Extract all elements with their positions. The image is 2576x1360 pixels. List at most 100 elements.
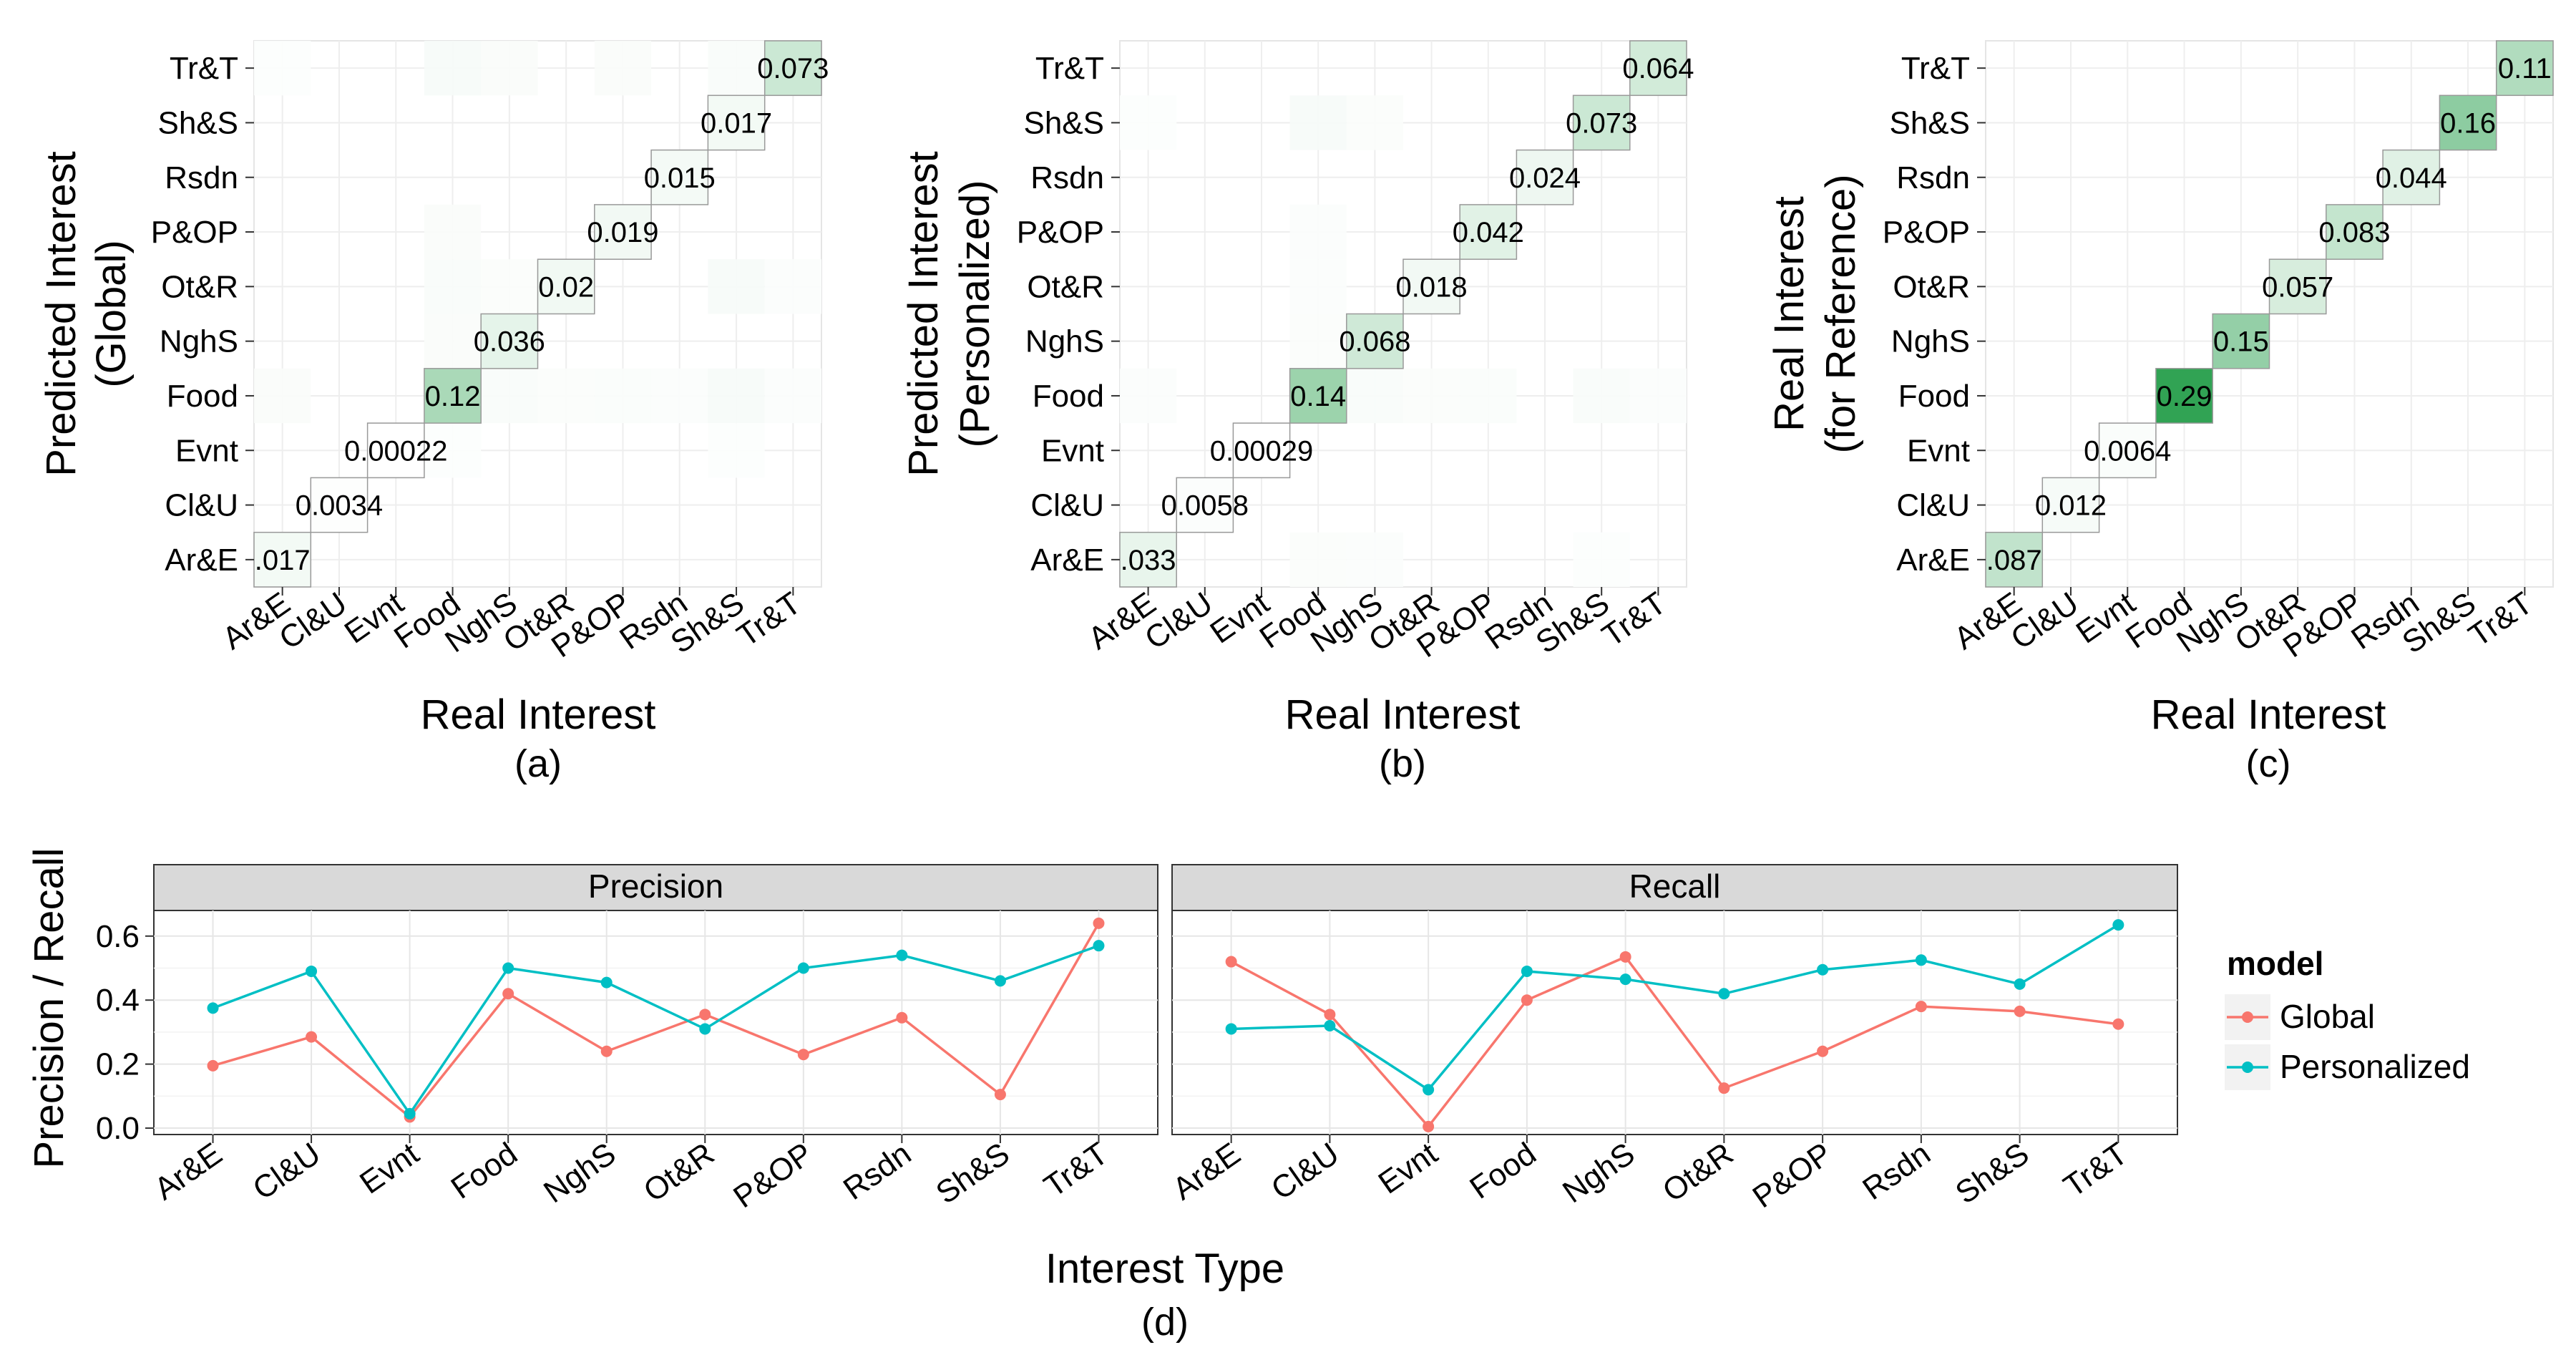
heat-cell-off-diagonal (424, 204, 482, 260)
heat-cell-off-diagonal (1346, 95, 1403, 150)
heat-cell-off-diagonal (708, 368, 765, 424)
series-point-personalized (1521, 965, 1533, 977)
x-tick-label: Evnt (353, 1136, 425, 1201)
heat-cell-off-diagonal (424, 423, 482, 478)
heat-cell-label: 0.083 (2318, 217, 2390, 248)
y-tick-label: Evnt (175, 433, 238, 468)
series-line-personalized (1231, 923, 2119, 1092)
heat-cell-off-diagonal (708, 259, 765, 314)
series-point-personalized (699, 1023, 711, 1035)
panel-label: (d) (1141, 1301, 1189, 1344)
heat-cell-diagonal (537, 258, 595, 315)
heat-cell-diagonal (2382, 149, 2441, 205)
heat-cell-label: 0.29 (2157, 381, 2212, 412)
heatmap-panel-3: .087 0.012 0.0064 0.290.15 0.057 0.083 0.044 0.… (1766, 40, 2554, 785)
series-point-global (306, 1031, 318, 1043)
heatmap-panel-1: .017 0.0034 0.00022 0.12 0.036 0.02 0.019 0.015… (38, 40, 829, 785)
series-point-personalized (1718, 988, 1730, 1000)
y-tick-label: Cl&U (165, 488, 238, 523)
y-tick-label: 0.2 (96, 1047, 140, 1082)
heat-cell-diagonal (594, 204, 652, 260)
heat-cell-diagonal (2098, 422, 2157, 479)
series-point-personalized (896, 949, 908, 961)
x-tick-label: Tr&T (1038, 1136, 1114, 1204)
heat-cell-label: 0.073 (757, 53, 829, 84)
x-tick-label: Evnt (1372, 1136, 1444, 1201)
heat-cell-label: 0.064 (1622, 53, 1694, 84)
heat-cell-diagonal (2439, 94, 2497, 151)
heat-cell-off-diagonal (424, 41, 482, 96)
heat-cell-diagonal (366, 422, 425, 479)
x-tick-label: Food (445, 1136, 524, 1206)
y-tick-label: Cl&U (1030, 488, 1104, 523)
heat-cell-label: 0.00029 (1210, 435, 1314, 467)
x-tick-label: Ar&E (148, 1136, 228, 1207)
y-tick-label: P&OP (151, 215, 238, 250)
heat-cell-diagonal (480, 313, 539, 369)
x-tick-label: P&OP (1747, 1136, 1838, 1215)
heat-cell-label: 0.044 (2376, 162, 2447, 194)
heat-cell-off-diagonal (1346, 532, 1403, 587)
series-point-global (600, 1045, 613, 1057)
heat-cell-off-diagonal (594, 41, 652, 96)
panel-label: (b) (1379, 742, 1426, 785)
heat-cell-diagonal (2212, 313, 2270, 369)
heat-cell-label: 0.068 (1339, 326, 1410, 358)
y-axis-title: (Global) (88, 240, 135, 387)
facet-strip-label: Recall (1629, 868, 1721, 905)
facet-strip (1171, 864, 2178, 911)
series-point-personalized (600, 976, 613, 989)
heat-cell-diagonal (763, 40, 822, 97)
heat-cell-off-diagonal (1346, 368, 1403, 424)
y-tick-label: Evnt (1041, 433, 1104, 468)
heat-cell-diagonal (1402, 258, 1460, 315)
heat-cell-label: 0.11 (2498, 53, 2552, 84)
x-axis-title: Real Interest (2151, 691, 2386, 738)
y-tick-label: NghS (1025, 324, 1104, 359)
heat-cell-diagonal (1516, 149, 1574, 205)
y-tick-label: Tr&T (1901, 51, 1970, 86)
x-tick-label: Ot&R (1657, 1136, 1740, 1209)
figure-panels: .017 0.0034 0.00022 0.12 0.036 0.02 0.019 0.015… (26, 40, 2554, 1344)
series-point-global (994, 1089, 1006, 1101)
x-tick-label: Cl&U (247, 1136, 327, 1207)
x-tick-label: NghS (537, 1136, 622, 1210)
heat-cell-off-diagonal (1289, 95, 1347, 150)
heat-cell-off-diagonal (1289, 532, 1347, 587)
heat-cell-off-diagonal (1573, 532, 1630, 587)
heat-cell-diagonal (2268, 258, 2327, 315)
series-line-global (1230, 955, 2119, 1129)
heat-cell-off-diagonal (1289, 204, 1347, 260)
facet-plot-area (153, 910, 1158, 1135)
heatmap-panel-2: .033 0.0058 0.00029 0.14 0.068 0.018 0.042 0.02… (900, 40, 1694, 785)
y-tick-label: Sh&S (157, 105, 238, 140)
y-tick-label: Cl&U (1896, 488, 1970, 523)
heat-cell-label: 0.057 (2262, 271, 2333, 303)
heat-cell-diagonal (1459, 204, 1518, 260)
heat-cell-label: 0.14 (1290, 381, 1346, 412)
heat-cell-off-diagonal (708, 423, 765, 478)
heat-cell-off-diagonal (424, 259, 482, 314)
series-point-global (797, 1049, 809, 1061)
heat-cell-off-diagonal (1629, 368, 1687, 424)
x-tick-label: Ar&E (1166, 1136, 1246, 1207)
y-axis-title: Real Interest (1766, 196, 1813, 432)
heat-cell-diagonal (1572, 94, 1631, 151)
y-tick-label: Rsdn (1030, 160, 1104, 195)
y-tick-label: Ot&R (1027, 269, 1104, 304)
heat-cell-label: 0.017 (701, 107, 772, 139)
y-axis-title: Predicted Interest (38, 151, 84, 477)
heat-cell-off-diagonal (537, 368, 595, 424)
heat-cell-diagonal (310, 477, 369, 533)
legend-label: Global (2280, 998, 2375, 1035)
heat-cell-off-diagonal (481, 259, 538, 314)
series-point-personalized (1225, 1023, 1237, 1035)
y-tick-label: 0.0 (96, 1111, 140, 1146)
y-tick-label: P&OP (1017, 215, 1104, 250)
heat-cell-label: 0.16 (2440, 107, 2496, 139)
heat-cell-diagonal (424, 368, 482, 424)
y-tick-label: 0.6 (96, 919, 140, 954)
series-point-personalized (306, 965, 318, 977)
heat-cell-off-diagonal (708, 41, 765, 96)
